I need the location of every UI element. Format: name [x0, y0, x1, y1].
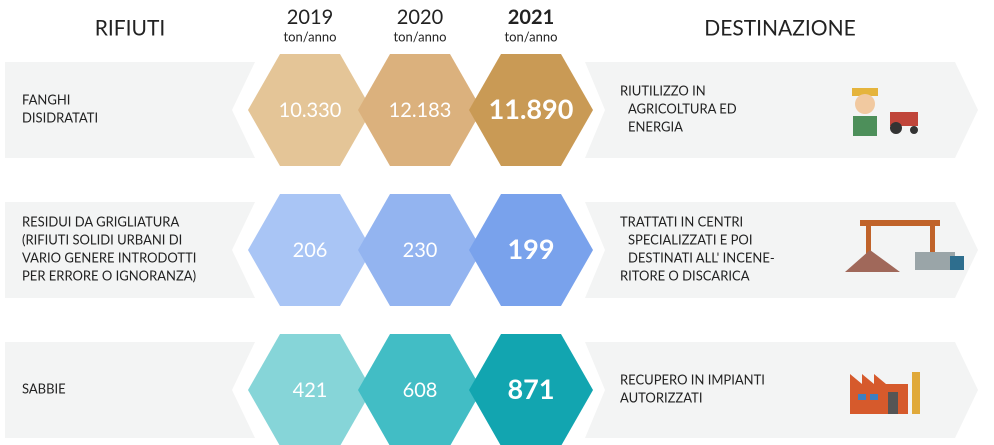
icon-part — [910, 126, 918, 134]
icon-part — [858, 394, 866, 400]
icon-part — [855, 94, 875, 114]
value: 11.890 — [489, 92, 574, 125]
waste-label: RESIDUI DA GRIGLIATURA — [22, 213, 179, 229]
left-title: RIFIUTI — [95, 15, 166, 40]
value: 608 — [403, 378, 438, 402]
year-unit: ton/anno — [394, 28, 447, 44]
year: 2019 — [287, 5, 333, 29]
icon-part — [912, 372, 920, 414]
destination-label: AGRICOLTURA ED — [628, 100, 737, 116]
year: 2021 — [508, 5, 554, 29]
destination-label: RIUTILIZZO IN — [620, 82, 706, 98]
value: 871 — [508, 372, 555, 405]
destination-label: SPECIALIZZATI E POI — [628, 231, 752, 247]
year-unit: ton/anno — [284, 28, 337, 44]
destination-label: ENERGIA — [628, 118, 683, 134]
year-unit: ton/anno — [505, 28, 558, 44]
destination-label: RECUPERO IN IMPIANTI — [620, 371, 765, 387]
icon-part — [860, 220, 940, 226]
value: 230 — [403, 238, 438, 262]
icon-part — [915, 252, 955, 270]
right-title: DESTINAZIONE — [704, 15, 856, 40]
icon-part — [950, 256, 964, 270]
destination-label: RITORE O DISCARICA — [620, 267, 750, 283]
icon-part — [890, 122, 902, 134]
destination-label: DESTINATI ALL' INCENE- — [628, 249, 775, 265]
icon-part — [853, 116, 877, 136]
infographic: RIFIUTI DESTINAZIONE 2019ton/anno2020ton… — [0, 0, 994, 445]
waste-label: FANGHI — [22, 91, 70, 107]
value: 10.330 — [279, 98, 342, 122]
year: 2020 — [397, 5, 443, 29]
waste-label: DISIDRATATI — [22, 109, 98, 125]
value: 206 — [293, 238, 328, 262]
icon-part — [870, 394, 878, 400]
value: 421 — [293, 378, 328, 402]
icon-part — [888, 392, 898, 414]
waste-label: (RIFIUTI SOLIDI URBANI DI — [22, 231, 182, 247]
destination-label: TRATTATI IN CENTRI — [620, 213, 743, 229]
waste-label: PER ERRORE O IGNORANZA) — [22, 267, 196, 283]
value: 199 — [508, 232, 555, 265]
waste-label: SABBIE — [22, 380, 66, 396]
waste-label: VARIO GENERE INTRODOTTI — [22, 249, 196, 265]
value: 12.183 — [389, 98, 452, 122]
destination-label: AUTORIZZATI — [620, 389, 702, 405]
